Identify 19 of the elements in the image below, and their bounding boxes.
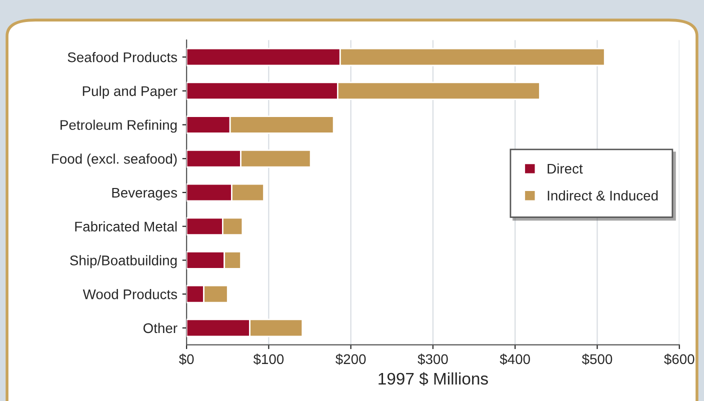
y-tick-label: Fabricated Metal: [75, 221, 177, 232]
y-tick-label: Wood Products: [82, 289, 178, 300]
y-tick-label: Pulp and Paper: [82, 86, 178, 99]
legend-label: Indirect & Induced: [548, 190, 658, 201]
y-tick-label: Food (excl. seafood): [52, 154, 177, 167]
legend-label: Direct: [548, 163, 583, 174]
x-tick-label: $200: [336, 354, 366, 365]
x-axis-title: 1997 $ Millions: [378, 372, 488, 386]
x-tick-label: $600: [664, 354, 694, 365]
y-tick-label: Ship/Boatbuilding: [70, 255, 177, 268]
y-tick-label: Petroleum Refining: [60, 120, 177, 133]
x-tick-label: $0: [178, 354, 194, 365]
x-tick-label: $500: [582, 354, 612, 365]
x-tick-label: $100: [253, 354, 284, 365]
y-tick-label: Seafood Products: [68, 52, 178, 62]
y-tick-label: Other: [143, 322, 178, 334]
y-tick-label: Beverages: [112, 188, 178, 200]
x-tick-label: $300: [418, 354, 448, 365]
x-tick-label: $400: [500, 354, 530, 365]
